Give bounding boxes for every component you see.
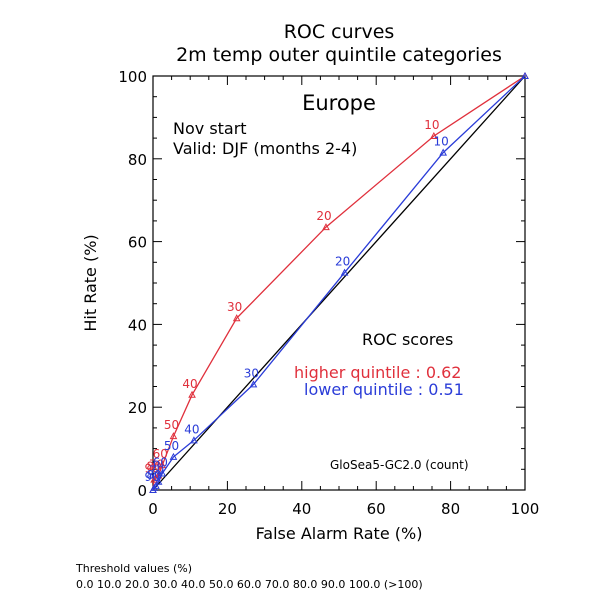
- roc-scores-heading: ROC scores: [362, 330, 453, 349]
- x-tick-label: 0: [148, 500, 158, 518]
- lower-quintile-point: [154, 477, 163, 485]
- lower-quintile-score: lower quintile : 0.51: [304, 380, 464, 399]
- higher-quintile-threshold-label: 70: [149, 458, 164, 472]
- higher-quintile-point: [150, 475, 158, 483]
- lower-quintile-threshold-label: 80: [146, 468, 161, 482]
- higher-quintile-threshold-label: 90: [144, 462, 159, 476]
- lower-quintile-threshold-label: 50: [164, 439, 179, 453]
- x-tick-label: 60: [367, 500, 386, 518]
- threshold-title: Threshold values (%): [75, 562, 192, 575]
- y-tick-label: 40: [128, 316, 147, 334]
- higher-quintile-point: [158, 461, 167, 469]
- lower-quintile-point: [249, 380, 258, 388]
- threshold-values: 0.0 10.0 20.0 30.0 40.0 50.0 60.0 70.0 8…: [76, 578, 423, 591]
- chart-subtitle: 2m temp outer quintile categories: [176, 44, 502, 66]
- higher-quintile-threshold-label: 40: [182, 377, 197, 391]
- y-tick-label: 0: [137, 482, 147, 500]
- higher-quintile-threshold-label: 80: [146, 460, 161, 474]
- lower-quintile-threshold-label: 30: [244, 366, 259, 380]
- lower-quintile-point: [439, 148, 448, 156]
- higher-quintile-point: [169, 432, 178, 440]
- lower-quintile-point: [340, 268, 349, 276]
- x-tick-label: 80: [441, 500, 460, 518]
- lower-quintile-point: [190, 436, 198, 444]
- model-label: GloSea5-GC2.0 (count): [330, 458, 469, 472]
- valid-label: Valid: DJF (months 2-4): [173, 139, 357, 158]
- lower-quintile-threshold-label: 10: [434, 135, 449, 149]
- x-tick-label: 20: [218, 500, 237, 518]
- lower-quintile-threshold-label: 90: [144, 470, 159, 484]
- higher-quintile-threshold-label: 10: [424, 118, 439, 132]
- higher-quintile-point: [322, 223, 330, 231]
- higher-quintile-threshold-label: 60: [153, 447, 168, 461]
- higher-quintile-threshold-label: 30: [227, 300, 242, 314]
- lower-quintile-point: [158, 469, 167, 477]
- higher-quintile-score: higher quintile : 0.62: [294, 363, 461, 382]
- x-axis-label: False Alarm Rate (%): [256, 524, 423, 543]
- higher-quintile-point: [232, 314, 241, 322]
- higher-quintile-point: [188, 390, 196, 398]
- lower-quintile-threshold-label: 40: [184, 422, 199, 436]
- lower-quintile-point: [169, 452, 178, 460]
- higher-quintile-threshold-label: 20: [316, 209, 331, 223]
- lower-quintile-threshold-label: 60: [153, 455, 168, 469]
- y-tick-label: 80: [128, 151, 147, 169]
- y-tick-label: 100: [118, 68, 147, 86]
- lower-quintile-threshold-label: 70: [149, 464, 164, 478]
- lower-quintile-threshold-label: 20: [335, 255, 350, 269]
- lower-quintile-point: [521, 71, 529, 79]
- region-label: Europe: [302, 91, 376, 115]
- start-label: Nov start: [173, 119, 247, 138]
- lower-quintile-point: [149, 485, 157, 493]
- higher-quintile-point: [430, 131, 438, 140]
- x-tick-label: 100: [511, 500, 540, 518]
- chart-title: ROC curves: [284, 21, 395, 43]
- y-tick-label: 60: [128, 234, 147, 252]
- y-axis-label: Hit Rate (%): [81, 234, 100, 331]
- y-tick-label: 20: [128, 399, 147, 417]
- x-tick-label: 40: [292, 500, 311, 518]
- higher-quintile-threshold-label: 50: [164, 418, 179, 432]
